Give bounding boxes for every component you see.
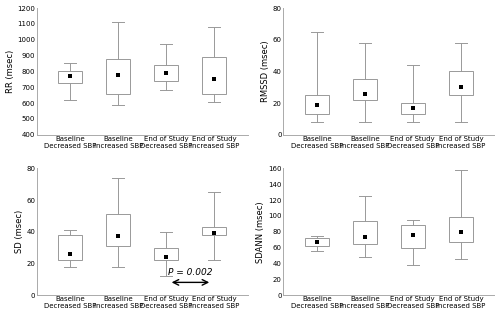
PathPatch shape [352, 221, 377, 243]
PathPatch shape [106, 59, 130, 94]
PathPatch shape [449, 217, 473, 242]
PathPatch shape [58, 72, 82, 83]
PathPatch shape [449, 72, 473, 95]
PathPatch shape [401, 225, 425, 248]
PathPatch shape [304, 238, 328, 246]
PathPatch shape [304, 95, 328, 114]
PathPatch shape [401, 103, 425, 114]
PathPatch shape [106, 214, 130, 246]
Y-axis label: SD (msec): SD (msec) [14, 210, 24, 253]
Y-axis label: SDANN (msec): SDANN (msec) [256, 201, 266, 262]
PathPatch shape [202, 227, 226, 235]
Text: P = 0.002: P = 0.002 [168, 268, 212, 277]
Y-axis label: RR (msec): RR (msec) [6, 50, 15, 93]
PathPatch shape [58, 235, 82, 260]
PathPatch shape [154, 248, 178, 260]
Y-axis label: RMSSD (msec): RMSSD (msec) [261, 41, 270, 102]
PathPatch shape [352, 79, 377, 100]
PathPatch shape [202, 57, 226, 94]
PathPatch shape [154, 65, 178, 81]
